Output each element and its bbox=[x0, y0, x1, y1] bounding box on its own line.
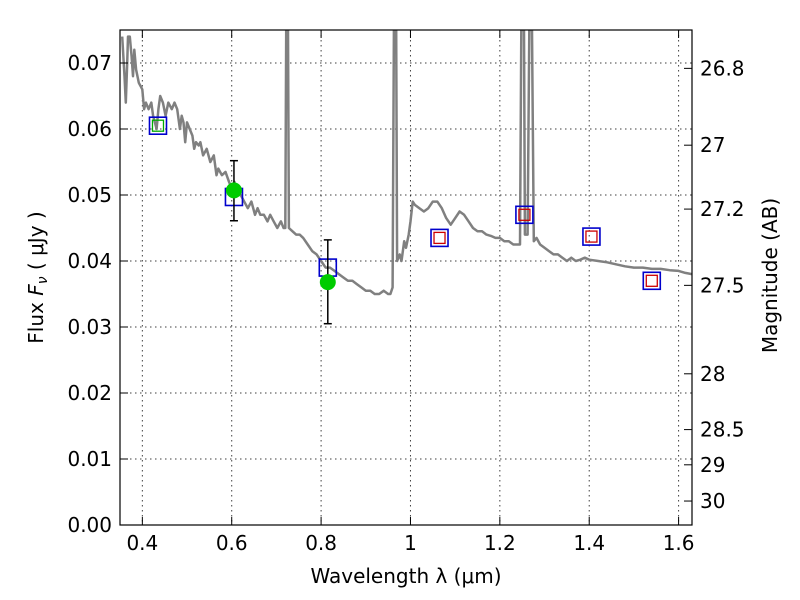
right-axis-title: Magnitude (AB) bbox=[758, 198, 782, 353]
y-axis-title-sub: ν bbox=[35, 276, 51, 284]
y-axis-title-prefix: Flux bbox=[24, 296, 48, 344]
ticks bbox=[120, 30, 692, 526]
y-tick-label: 0.00 bbox=[67, 513, 112, 537]
x-tick-label: 0.6 bbox=[216, 531, 248, 555]
upper-limit-point bbox=[518, 208, 531, 221]
model-photometry-point bbox=[148, 116, 168, 135]
axes-frame bbox=[119, 29, 693, 526]
right-tick-label: 27 bbox=[700, 133, 725, 157]
observed-point bbox=[319, 274, 336, 291]
x-axis-title: Wavelength λ (μm) bbox=[310, 564, 501, 588]
y-axis-title-var: F bbox=[24, 284, 48, 296]
x-tick-label: 1.6 bbox=[663, 531, 695, 555]
right-tick-label: 28 bbox=[700, 362, 725, 386]
x-tick-label: 0.8 bbox=[305, 531, 337, 555]
y-tick-label: 0.01 bbox=[67, 447, 112, 471]
grid bbox=[120, 30, 692, 526]
y-tick-label: 0.02 bbox=[67, 381, 112, 405]
x-tick-label: 1.4 bbox=[573, 531, 605, 555]
model-photometry-point bbox=[642, 271, 662, 291]
y-tick-label: 0.07 bbox=[67, 51, 112, 75]
y-tick-label: 0.03 bbox=[67, 315, 112, 339]
upper-limit-point bbox=[433, 231, 446, 245]
model-photometry-point bbox=[430, 228, 449, 248]
x-tick-label: 1.2 bbox=[484, 531, 516, 555]
plot-area bbox=[120, 30, 692, 325]
right-tick-label: 27.5 bbox=[700, 273, 745, 297]
tick-labels: 0.4 0.6 0.8 1 1.2 1.4 1.6 0.00 0.01 0.02 0.03 0.04 0… bbox=[67, 51, 744, 555]
right-tick-label: 28.5 bbox=[700, 418, 745, 442]
sed-line bbox=[120, 30, 692, 296]
model-photometry-point bbox=[582, 227, 601, 246]
upper-limit-point bbox=[645, 274, 658, 287]
y-axis-title: Flux Fν ( μJy ) bbox=[24, 211, 51, 343]
x-tick-label: 0.4 bbox=[126, 531, 158, 555]
observed-point bbox=[225, 182, 242, 199]
model-photometry-point bbox=[515, 205, 534, 225]
y-tick-label: 0.06 bbox=[67, 117, 112, 141]
upper-limit-point bbox=[585, 230, 598, 243]
right-tick-label: 26.8 bbox=[700, 56, 745, 80]
right-tick-label: 27.2 bbox=[700, 197, 745, 221]
y-tick-label: 0.05 bbox=[67, 183, 112, 207]
right-tick-label: 29 bbox=[700, 453, 725, 477]
y-tick-label: 0.04 bbox=[67, 249, 112, 273]
x-tick-label: 1 bbox=[404, 531, 417, 555]
right-tick-label: 30 bbox=[700, 489, 725, 513]
y-axis-title-suffix: ( μJy ) bbox=[24, 211, 48, 276]
upper-limit-point bbox=[151, 119, 165, 132]
